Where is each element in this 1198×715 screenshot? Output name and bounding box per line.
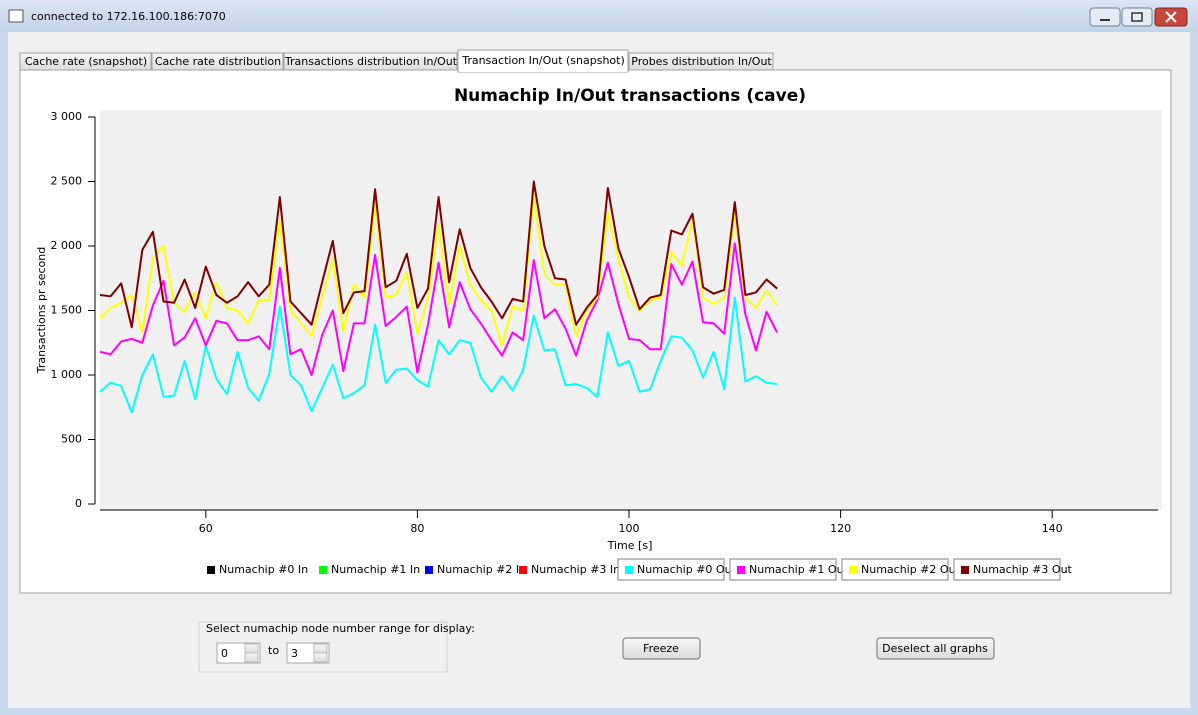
legend-label[interactable]: Numachip #3 In	[531, 563, 620, 576]
legend-swatch	[849, 566, 857, 574]
close-icon	[1165, 11, 1177, 23]
legend-label[interactable]: Numachip #2 Out	[861, 563, 961, 576]
legend-swatch	[961, 566, 969, 574]
y-tick-label: 500	[61, 433, 82, 446]
tab-label: Probes distribution In/Out	[631, 55, 772, 68]
y-tick-label: 1 500	[51, 304, 83, 317]
chart-title: Numachip In/Out transactions (cave)	[454, 86, 806, 106]
legend-item[interactable]	[617, 558, 725, 581]
legend-swatch	[319, 566, 327, 574]
freeze-button[interactable]	[622, 637, 701, 660]
spin-up[interactable]	[313, 643, 328, 654]
maximize-icon	[1131, 12, 1143, 22]
range-label: Select numachip node number range for di…	[206, 622, 475, 635]
legend-item[interactable]	[953, 558, 1061, 581]
legend-label[interactable]: Numachip #1 In	[331, 563, 420, 576]
plot-area	[100, 110, 1162, 510]
spin-down[interactable]	[244, 652, 259, 663]
legend-swatch	[625, 566, 633, 574]
series-line	[99, 180, 778, 329]
tab-label: Cache rate distribution	[155, 55, 281, 68]
legend-swatch	[425, 566, 433, 574]
legend-item[interactable]	[729, 558, 837, 581]
legend-label[interactable]: Numachip #1 Out	[749, 563, 849, 576]
tab-label: Cache rate (snapshot)	[25, 55, 147, 68]
app-icon	[8, 9, 24, 23]
deselect-button[interactable]	[876, 637, 995, 660]
x-tick-label: 80	[410, 522, 424, 535]
deselect-label: Deselect all graphs	[882, 642, 988, 655]
legend-item[interactable]	[841, 558, 949, 581]
range-from-value: 0	[221, 647, 228, 660]
tab-label: Transaction In/Out (snapshot)	[461, 54, 625, 67]
range-to-value: 3	[291, 647, 298, 660]
y-tick-label: 2 000	[51, 239, 83, 252]
spin-down[interactable]	[313, 652, 328, 663]
maximize-button[interactable]	[1121, 7, 1153, 27]
y-tick-label: 3 000	[51, 110, 83, 123]
legend-label[interactable]: Numachip #2 In	[437, 563, 526, 576]
x-tick-label: 60	[199, 522, 213, 535]
x-axis-label: Time [s]	[607, 539, 653, 552]
to-label: to	[268, 644, 279, 657]
minimize-button[interactable]	[1089, 7, 1121, 27]
tab-label: Transactions distribution In/Out	[284, 55, 458, 68]
y-axis-label: Transactions pr second	[35, 247, 48, 374]
series-line	[99, 242, 779, 376]
y-tick-label: 0	[75, 497, 82, 510]
series-line	[99, 296, 778, 414]
x-tick-label: 140	[1042, 522, 1063, 535]
spin-up[interactable]	[244, 643, 259, 654]
y-tick-label: 1 000	[51, 368, 83, 381]
series-line	[99, 193, 778, 347]
y-tick-label: 2 500	[51, 175, 83, 188]
legend-swatch	[737, 566, 745, 574]
range-group	[198, 621, 448, 673]
legend-label[interactable]: Numachip #3 Out	[973, 563, 1073, 576]
legend-label[interactable]: Numachip #0 Out	[637, 563, 737, 576]
window-title: connected to 172.16.100.186:7070	[31, 10, 226, 23]
freeze-label: Freeze	[643, 642, 679, 655]
legend-label[interactable]: Numachip #0 In	[219, 563, 308, 576]
x-tick-label: 120	[830, 522, 851, 535]
title-bar	[0, 0, 1198, 32]
legend-swatch	[207, 566, 215, 574]
x-tick-label: 100	[619, 522, 640, 535]
legend-swatch	[519, 566, 527, 574]
